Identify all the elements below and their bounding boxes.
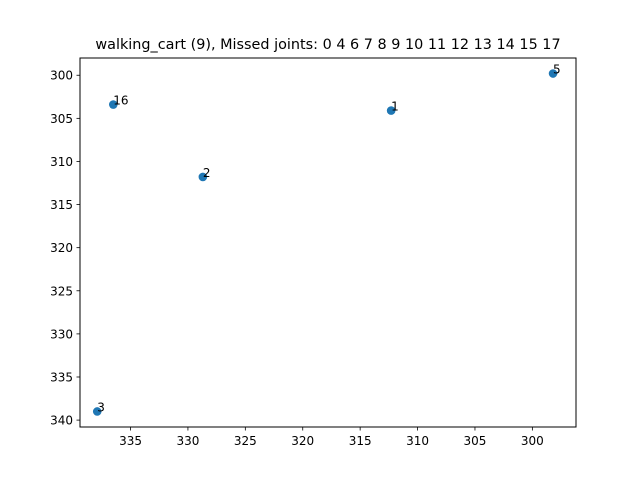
data-point — [548, 69, 558, 78]
y-tick-label: 300 — [50, 69, 73, 83]
data-point-label: 2 — [203, 166, 211, 180]
data-point-label: 1 — [391, 100, 399, 114]
ticks-layer: 335 330 325 320 315 310 305 300 300 305 310 315 320 3… — [50, 69, 544, 448]
y-tick-label: 330 — [50, 327, 73, 341]
plot-area-frame — [79, 57, 577, 428]
y-tick-label: 325 — [50, 284, 73, 298]
data-point — [92, 407, 102, 416]
data-point — [108, 100, 118, 109]
data-point — [198, 172, 208, 182]
x-tick-label: 305 — [464, 434, 487, 448]
x-tick-label: 320 — [291, 434, 314, 448]
x-tick-label: 300 — [521, 434, 544, 448]
x-tick-label: 325 — [234, 434, 257, 448]
y-tick-label: 340 — [50, 414, 73, 428]
y-tick-label: 315 — [50, 198, 73, 212]
y-tick-label: 305 — [50, 112, 73, 126]
data-point-label: 3 — [97, 400, 105, 414]
x-tick-label: 310 — [406, 434, 429, 448]
x-tick-label: 335 — [119, 434, 142, 448]
x-tick-label: 330 — [176, 434, 199, 448]
y-tick-label: 320 — [50, 241, 73, 255]
points-layer: 1 2 3 5 16 — [92, 63, 561, 416]
data-point — [386, 106, 396, 115]
x-tick-label: 315 — [349, 434, 372, 448]
y-tick-label: 310 — [50, 155, 73, 169]
data-point-label: 16 — [113, 94, 128, 108]
y-tick-label: 335 — [50, 370, 73, 384]
data-point-label: 5 — [553, 63, 561, 77]
chart-title: walking_cart (9), Missed joints: 0 4 6 7… — [95, 37, 560, 53]
